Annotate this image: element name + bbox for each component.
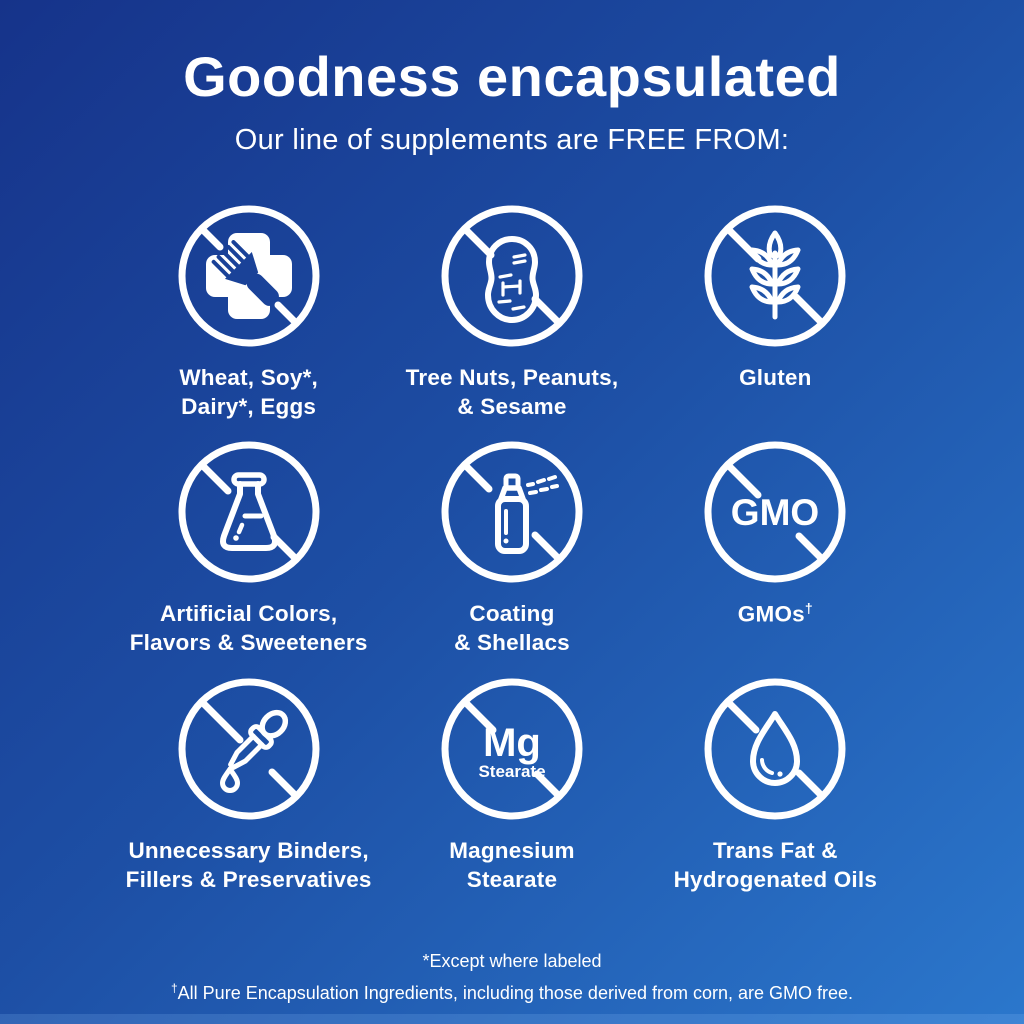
grid-item-wheat-soy-dairy-eggs: Wheat, Soy*, Dairy*, Eggs	[121, 201, 377, 422]
grid-item-label: Gluten	[739, 364, 812, 390]
grid-item-gluten: Gluten	[647, 201, 903, 422]
stearate-icon-text: Stearate	[478, 762, 545, 781]
no-binders-fillers-icon	[178, 678, 320, 820]
grid-item-label: Magnesium Stearate	[449, 837, 575, 892]
dagger-mark: †	[804, 600, 813, 617]
mg-icon-text: Mg	[483, 721, 541, 765]
grid-item-artificial-colors: Artificial Colors, Flavors & Sweeteners	[121, 437, 377, 658]
grid-item-trans-fat: Trans Fat & Hydrogenated Oils	[647, 674, 903, 895]
no-trans-fat-icon	[704, 678, 846, 820]
grid-item-label: Wheat, Soy*, Dairy*, Eggs	[179, 364, 318, 419]
no-gluten-icon	[704, 205, 846, 347]
no-coating-shellacs-icon	[441, 441, 583, 583]
header: Goodness encapsulated Our line of supple…	[0, 0, 1024, 157]
page-title: Goodness encapsulated	[183, 45, 841, 108]
grid-item-coating-shellacs: Coating & Shellacs	[384, 437, 640, 658]
no-gmo-icon: GMO	[704, 441, 846, 583]
footnotes: *Except where labeled †All Pure Encapsul…	[0, 951, 1024, 1004]
dagger-mark: †	[170, 981, 178, 995]
free-from-grid: Wheat, Soy*, Dairy*, Eggs Tree Nuts, Pea…	[117, 201, 907, 895]
gmo-icon-text: GMO	[731, 492, 819, 533]
footnote-gmo-free: †All Pure Encapsulation Ingredients, inc…	[170, 981, 854, 1003]
grid-item-label: Artificial Colors, Flavors & Sweeteners	[129, 601, 368, 656]
no-tree-nuts-peanuts-sesame-icon	[441, 205, 583, 347]
grid-item-label: Unnecessary Binders, Fillers & Preservat…	[125, 837, 372, 892]
page-subtitle: Our line of supplements are FREE FROM:	[234, 123, 790, 156]
no-wheat-soy-dairy-eggs-icon	[178, 205, 320, 347]
bottom-edge-highlight	[0, 1014, 1024, 1024]
no-artificial-colors-icon	[178, 441, 320, 583]
grid-item-magnesium-stearate: Mg Stearate Magnesium Stearate	[384, 674, 640, 895]
grid-item-label: Tree Nuts, Peanuts, & Sesame	[405, 364, 619, 419]
grid-item-label: Trans Fat & Hydrogenated Oils	[673, 837, 878, 892]
grid-item-label: Coating & Shellacs	[454, 601, 570, 656]
grid-item-binders-fillers: Unnecessary Binders, Fillers & Preservat…	[121, 674, 377, 895]
no-magnesium-stearate-icon: Mg Stearate	[441, 678, 583, 820]
footnote-except-where-labeled: *Except where labeled	[422, 951, 602, 971]
grid-item-gmos: GMO GMOs†	[647, 437, 903, 658]
grid-item-tree-nuts-peanuts-sesame: Tree Nuts, Peanuts, & Sesame	[384, 201, 640, 422]
grid-item-label: GMOs†	[737, 600, 813, 627]
